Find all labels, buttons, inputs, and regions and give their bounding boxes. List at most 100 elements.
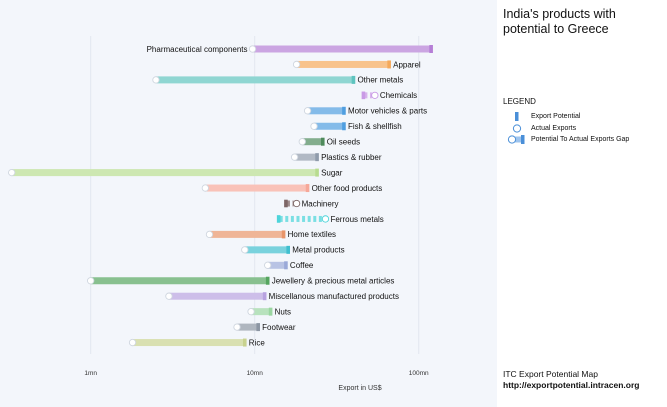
legend-label-export-potential: Export Potential: [531, 113, 581, 120]
legend-title: LEGEND: [503, 97, 536, 106]
actual-marker: [371, 91, 379, 100]
potential-marker: [242, 338, 247, 347]
row-label: Metal products: [292, 246, 344, 255]
legend: LEGEND Export Potential Actual Exports P…: [503, 97, 663, 147]
potential-marker: [387, 60, 391, 69]
potential-marker: [315, 168, 319, 177]
actual-marker: [233, 323, 241, 331]
actual-marker: [290, 153, 299, 161]
gap-bar: [294, 153, 318, 161]
row-label: Coffee: [290, 261, 314, 270]
gap-bar: [314, 122, 344, 130]
actual-marker: [128, 338, 137, 347]
row-label: Plastics & rubber: [321, 153, 382, 162]
potential-marker: [284, 199, 288, 208]
gap-bar: [251, 308, 271, 316]
actual-marker: [321, 215, 330, 223]
actual-marker: [8, 168, 16, 177]
footer-source: ITC Export Potential Map: [503, 369, 598, 379]
gap-bar-segment: [279, 215, 283, 222]
potential-marker: [361, 91, 366, 100]
gap-bar: [302, 138, 323, 146]
potential-marker: [305, 184, 310, 193]
footer-url[interactable]: http://exportpotential.intracen.org: [503, 380, 640, 390]
potential-marker: [265, 276, 270, 285]
potential-marker: [351, 75, 356, 84]
gap-bar-segment: [296, 215, 300, 222]
actual-marker: [310, 122, 318, 130]
row-label: Footwear: [262, 323, 296, 332]
gap-bar-segment: [318, 215, 322, 222]
actual-marker: [152, 76, 160, 84]
plot-panel: [0, 0, 497, 407]
x-tick-label: 1mn: [84, 370, 97, 377]
potential-marker: [286, 245, 290, 254]
x-tick-label: 10mn: [247, 370, 264, 377]
potential-marker: [315, 153, 319, 162]
gap-bar: [90, 277, 268, 285]
gap-bar: [252, 45, 432, 53]
footer: ITC Export Potential Map http://exportpo…: [503, 369, 639, 391]
row-label: Miscellanous manufactured products: [269, 292, 399, 301]
actual-marker: [292, 60, 301, 69]
actual-marker: [264, 261, 272, 269]
potential-marker: [262, 292, 267, 301]
legend-label-actual-exports: Actual Exports: [531, 124, 577, 132]
potential-marker: [320, 137, 325, 146]
actual-marker: [201, 184, 209, 192]
potential-marker: [281, 230, 286, 239]
actual-exports-icon: [512, 123, 522, 133]
row-label: Fish & shellfish: [348, 122, 402, 131]
row-label: Sugar: [321, 168, 343, 177]
row-label: Nuts: [275, 307, 291, 316]
row-label: Apparel: [393, 60, 421, 69]
gap-bar-segment: [286, 200, 290, 207]
row-label: Ferrous metals: [330, 215, 383, 224]
actual-marker: [303, 107, 312, 115]
gap-bar: [307, 107, 344, 115]
potential-marker: [268, 307, 273, 316]
gap-bar: [155, 76, 354, 84]
gap-bar-segment: [313, 215, 317, 222]
row-label: Home textiles: [288, 230, 336, 239]
potential-marker: [342, 106, 346, 115]
row-label: Machinery: [302, 199, 339, 208]
legend-item-gap: Potential To Actual Exports Gap: [503, 135, 663, 147]
actual-marker: [165, 292, 173, 300]
gap-bar-segment: [290, 215, 294, 222]
actual-marker: [298, 138, 306, 146]
row-label: Jewellery & precious metal articles: [272, 277, 395, 286]
actual-marker: [87, 277, 95, 285]
export-potential-icon: [515, 112, 519, 121]
row-label: Motor vehicles & parts: [348, 107, 427, 116]
potential-marker: [342, 122, 346, 131]
x-axis-label: Export in US$: [338, 385, 381, 392]
potential-marker: [429, 45, 433, 53]
legend-item-actual-exports: Actual Exports: [503, 123, 663, 136]
row-label: Rice: [249, 338, 266, 347]
gap-bar: [237, 323, 259, 331]
row-label: Other food products: [312, 184, 383, 193]
gap-bar-segment: [370, 92, 372, 99]
gap-bar: [296, 60, 390, 68]
gap-bar-segment: [302, 215, 306, 222]
row-label: Chemicals: [380, 91, 417, 100]
actual-marker: [247, 307, 255, 316]
legend-label-gap: Potential To Actual Exports Gap: [531, 136, 630, 143]
row-label: Other metals: [357, 76, 403, 85]
actual-marker: [205, 230, 214, 239]
gap-bar: [267, 261, 286, 269]
gap-icon: [507, 135, 525, 144]
chart-title: India's products with potential to Greec…: [503, 7, 616, 36]
gap-bar: [244, 246, 289, 254]
legend-item-export-potential: Export Potential: [503, 112, 663, 124]
gap-bar: [205, 184, 308, 192]
actual-marker: [292, 199, 301, 208]
gap-bar-segment: [364, 92, 368, 99]
actual-marker: [248, 45, 257, 53]
dumbbell-chart: 1mn 10mn 100mn Export in US$ Pharmaceutical …: [8, 36, 433, 392]
potential-marker: [284, 261, 288, 270]
potential-marker: [256, 323, 260, 332]
potential-marker: [276, 215, 281, 223]
gap-bar: [209, 230, 284, 238]
